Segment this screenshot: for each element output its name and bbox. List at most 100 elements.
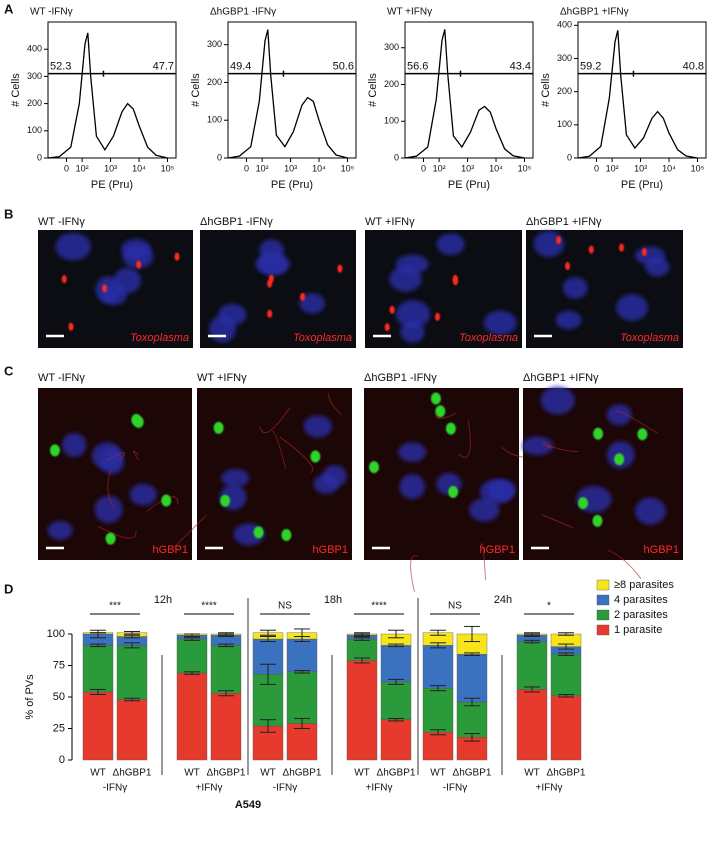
x-tick-label: ΔhGBP1 [453,768,492,779]
cell-texture [410,555,418,593]
nucleus [91,442,123,470]
chart-title: WT -IFNγ [30,7,73,18]
cell-texture [541,514,574,530]
chart-title: WT +IFNγ [387,7,432,18]
parasite [641,248,647,257]
x-tick-label: ΔhGBP1 [283,768,322,779]
x-tick-label: 10⁴ [489,163,503,173]
group-label: -IFNγ [103,783,127,794]
y-tick-label: 300 [557,53,572,63]
x-tick-label: 10⁴ [312,163,326,173]
nucleus [399,474,425,500]
group-label: -IFNγ [273,783,297,794]
nucleus [400,321,425,343]
parasite [384,323,390,332]
cell-texture [279,436,314,474]
nucleus [303,415,332,438]
nucleus [483,310,517,336]
histogram-curve [227,29,348,159]
error-bar [464,625,480,643]
error-bar [388,678,404,685]
cell-texture [132,450,139,461]
image-title: ΔhGBP1 -IFNγ [200,216,273,228]
parasite [310,450,321,463]
bar-segment [422,732,454,761]
bar-segment [116,645,148,700]
nucleus [55,232,91,261]
y-axis-label: # Cells [10,73,22,107]
y-tick-label: 0 [394,152,399,162]
x-tick-label: WT [90,768,106,779]
legend-label: 4 parasites [614,594,668,606]
nucleus [616,294,649,321]
x-tick-label: 10³ [104,163,117,173]
stain-label: Toxoplasma [130,332,189,344]
nucleus [635,246,666,265]
error-bar [260,636,276,643]
error-bar [388,643,404,648]
legend-swatch [596,624,610,636]
error-bar [218,632,234,636]
error-bar [124,634,140,639]
error-bar [430,685,446,692]
time-label: 18h [324,594,342,606]
error-bar [558,643,574,650]
bar-segment [456,653,488,703]
cell-texture [480,543,487,581]
error-bar [124,697,140,702]
bar-segment [286,671,318,724]
x-tick-label: 10³ [634,163,647,173]
bar-segment [286,723,318,761]
plot-frame [404,21,534,159]
parasite [300,292,306,301]
x-tick-label: 10² [256,163,269,173]
nucleus [209,315,236,343]
parasite [61,275,67,284]
panel-label: C [4,363,14,378]
parasite [618,243,624,252]
bar-segment [346,660,378,761]
significance-label: *** [109,601,121,612]
bar-segment [380,645,412,683]
parasite [588,245,594,254]
x-tick-label: 10⁵ [691,163,705,173]
legend-swatch [596,594,610,606]
x-tick-label: 10⁵ [341,163,355,173]
stain-label: Toxoplasma [293,332,352,344]
error-bar [354,632,370,636]
x-tick-label: 10³ [461,163,474,173]
significance-label: NS [448,601,462,612]
error-bar [524,639,540,644]
y-axis-label: # Cells [190,73,202,107]
group-label: -IFNγ [443,783,467,794]
legend-swatch [596,609,610,621]
x-tick-label: 0 [421,163,426,173]
x-axis-label: PE (Pru) [271,179,313,191]
stain-label: hGBP1 [313,544,348,556]
error-bar [524,686,540,693]
nucleus [62,432,87,457]
error-bar [218,690,234,697]
panel-label: B [4,206,13,221]
y-tick-label: 200 [384,79,399,89]
error-bar [430,629,446,636]
legend-label: 2 parasites [614,609,668,621]
x-tick-label: 10² [606,163,619,173]
error-bar [388,629,404,639]
parasite [136,260,142,269]
error-bar [294,670,310,674]
bar-segment [516,689,548,761]
parasite [102,284,108,293]
error-bar [260,629,276,636]
parasite [578,497,589,510]
y-tick-label: 100 [384,116,399,126]
y-tick-label: 25 [53,722,65,734]
x-axis-label: PE (Pru) [621,179,663,191]
x-axis-label: PE (Pru) [448,179,490,191]
cell-texture [435,412,457,419]
parasite [445,422,456,435]
plot-frame [577,21,707,159]
parasite [565,262,571,271]
parasite [174,252,180,261]
